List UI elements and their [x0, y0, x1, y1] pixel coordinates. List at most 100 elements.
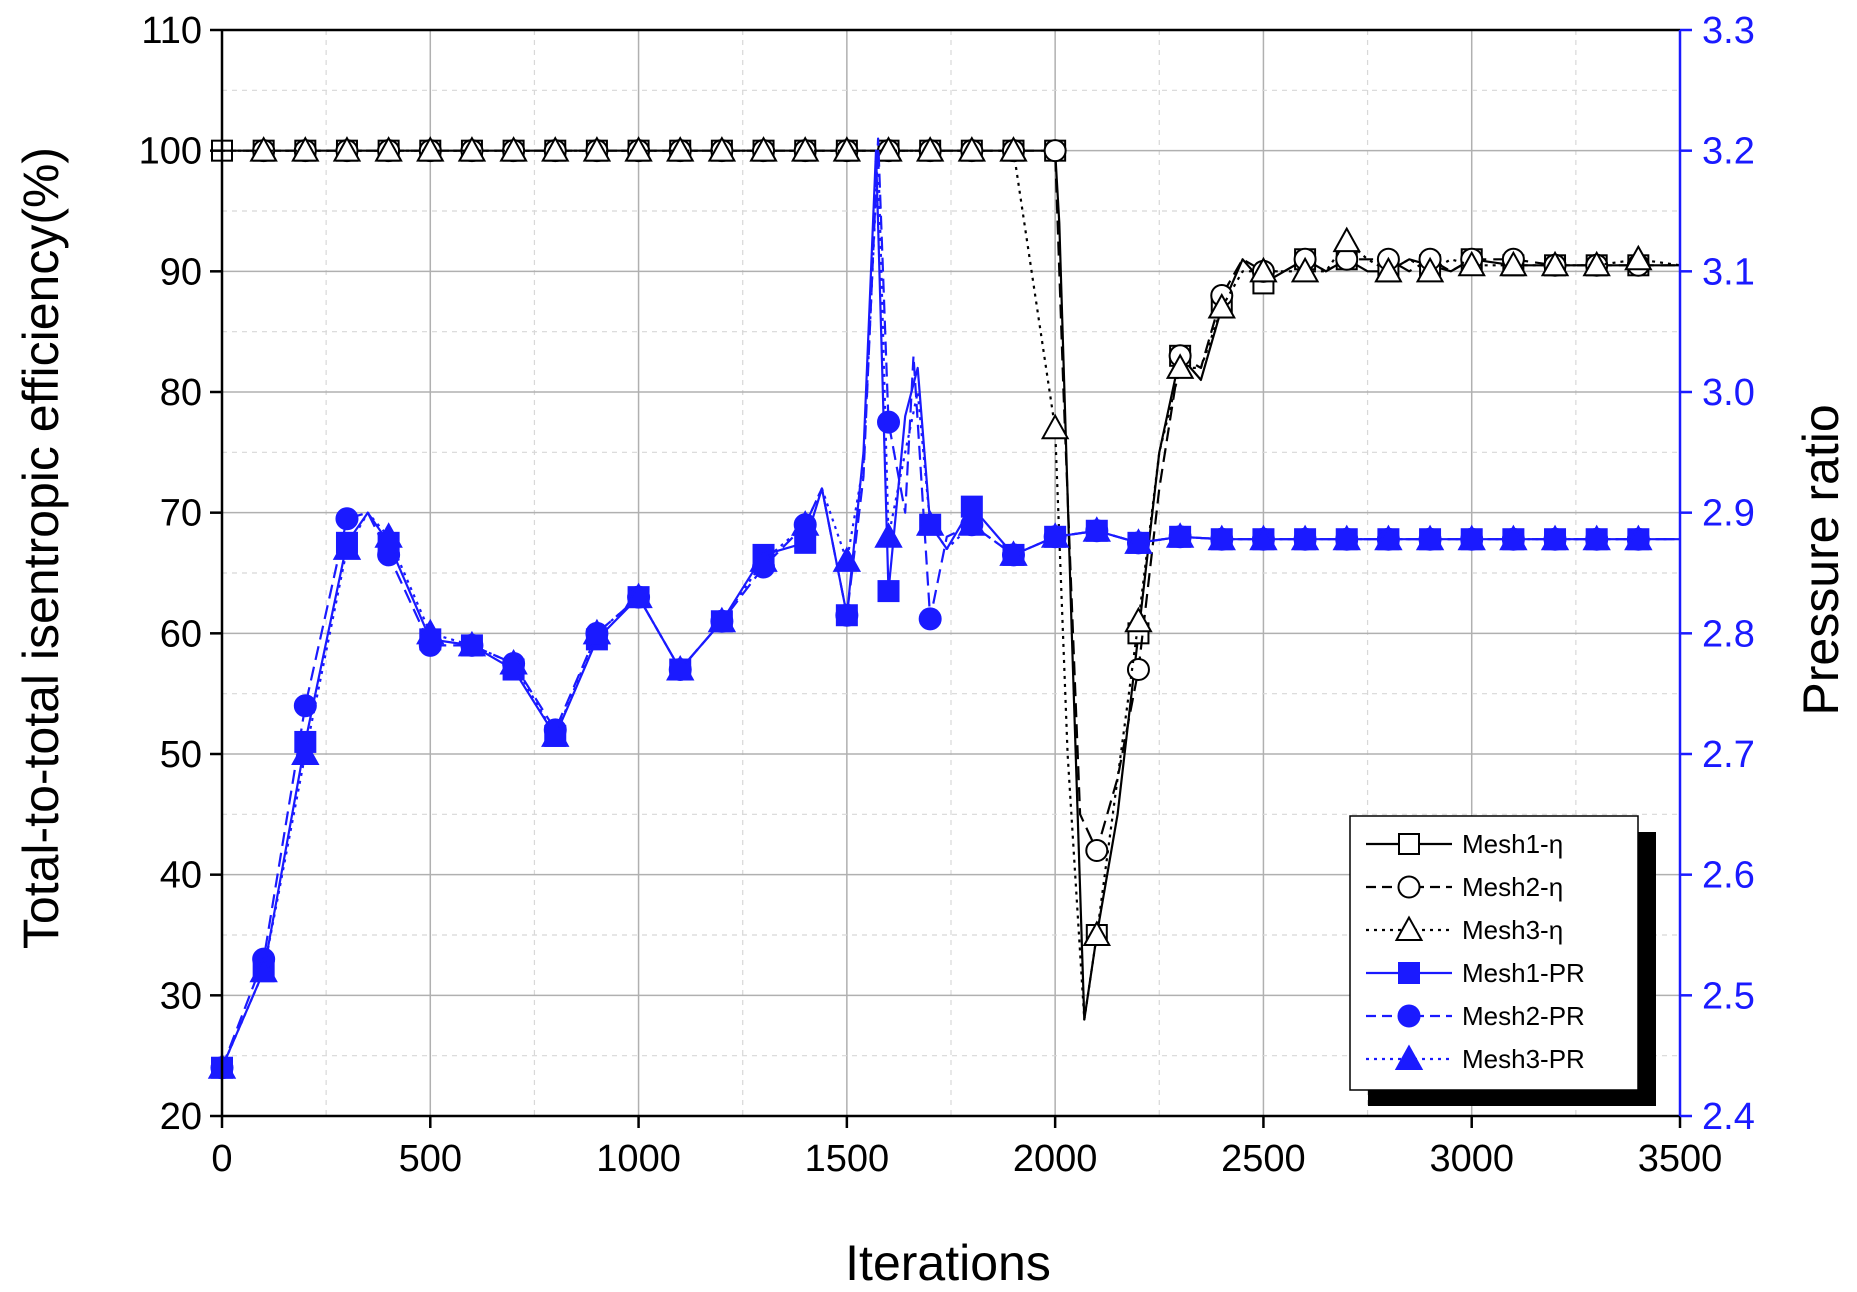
legend-box — [1349, 815, 1639, 1091]
data-point — [877, 410, 901, 434]
legend-marker — [1398, 833, 1420, 855]
data-point — [1249, 524, 1278, 551]
data-point — [707, 136, 737, 162]
data-point — [999, 540, 1028, 566]
data-point — [1207, 292, 1236, 319]
x-tick-label: 1500 — [805, 1138, 890, 1180]
x-tick-label: 2500 — [1221, 1138, 1306, 1180]
data-point — [624, 582, 653, 609]
data-point — [915, 510, 945, 536]
y-tick-label-right: 2.4 — [1702, 1096, 1755, 1138]
data-point — [291, 136, 320, 162]
legend-marker — [1398, 962, 1420, 984]
data-point — [999, 136, 1028, 162]
y-tick-label-left: 80 — [160, 372, 202, 414]
series-layer — [207, 136, 1681, 1080]
data-point — [915, 136, 945, 162]
data-point — [749, 136, 778, 162]
x-tick-label: 3000 — [1429, 1138, 1514, 1180]
x-tick-label: 3500 — [1638, 1138, 1723, 1180]
data-point — [1082, 920, 1111, 946]
y-tick-label-left: 30 — [160, 975, 202, 1017]
data-point — [335, 507, 359, 531]
data-point — [1124, 528, 1153, 554]
legend-label: Mesh3-η — [1462, 915, 1563, 945]
data-point — [1249, 256, 1278, 283]
data-point — [1499, 250, 1528, 277]
data-point — [1290, 256, 1320, 283]
data-point — [749, 546, 778, 572]
data-point — [374, 522, 403, 548]
y-tick-label-right: 2.8 — [1702, 613, 1755, 655]
data-point — [1332, 524, 1361, 551]
legend-marker — [1394, 915, 1424, 941]
data-point — [499, 136, 528, 162]
legend-label: Mesh2-η — [1462, 872, 1563, 902]
data-point — [1582, 250, 1611, 277]
series-line — [220, 149, 1680, 1069]
data-point — [835, 603, 859, 627]
x-tick-label: 0 — [211, 1138, 232, 1180]
data-point — [957, 510, 987, 536]
axes-layer — [220, 28, 1682, 1118]
data-point — [1165, 522, 1195, 548]
legend-marker — [1394, 1044, 1424, 1070]
y-tick-label-right: 3.0 — [1702, 372, 1755, 414]
data-point — [249, 956, 278, 983]
ticks-layer: 0 500 1000 1500 2000 2500 3000 3500 20 30 40 50 60 70… — [139, 10, 1755, 1180]
data-point — [1415, 524, 1445, 551]
y-tick-label-left: 70 — [160, 493, 202, 535]
data-point — [1040, 413, 1070, 440]
data-point — [1207, 524, 1236, 551]
data-point — [957, 136, 987, 162]
data-point — [416, 618, 445, 645]
data-point — [1165, 353, 1195, 379]
right-axis-title: Pressure ratio — [1793, 404, 1849, 715]
data-point — [541, 136, 570, 162]
data-point — [249, 136, 278, 162]
data-point — [1624, 244, 1653, 271]
x-tick-label: 1000 — [596, 1138, 681, 1180]
data-point — [582, 136, 612, 162]
data-point — [1499, 524, 1528, 551]
data-point — [291, 739, 320, 765]
data-point — [1374, 524, 1403, 551]
data-point — [374, 136, 403, 162]
data-point — [499, 648, 528, 675]
y-tick-label-right: 2.9 — [1702, 493, 1755, 535]
data-point — [1582, 524, 1611, 551]
data-point — [1126, 658, 1150, 682]
data-point — [457, 630, 487, 657]
x-axis-title: Iterations — [845, 1235, 1051, 1291]
y-tick-label-left: 50 — [160, 734, 202, 776]
y-tick-label-left: 110 — [141, 10, 202, 52]
data-point — [707, 606, 737, 633]
data-point — [582, 618, 612, 645]
y-tick-label-right: 2.5 — [1702, 975, 1755, 1017]
data-point — [877, 580, 900, 603]
data-point — [541, 721, 570, 747]
data-point — [1457, 250, 1486, 277]
data-point — [332, 534, 362, 560]
data-point — [1124, 606, 1153, 633]
legend: Mesh1-η Mesh2-η Mesh3-η Mesh1-PR Mesh2-PR Mes… — [1349, 815, 1656, 1106]
legend-marker — [1397, 875, 1421, 899]
data-point — [832, 136, 862, 162]
legend-label: Mesh1-η — [1462, 829, 1563, 859]
data-point — [874, 136, 903, 162]
x-tick-label: 2000 — [1013, 1138, 1098, 1180]
series-Mesh3-PR — [207, 149, 1680, 1079]
legend-label: Mesh3-PR — [1462, 1044, 1585, 1074]
data-point — [874, 522, 903, 548]
y-tick-label-left: 40 — [160, 855, 202, 897]
left-axis-title: Total-to-total isentropic efficiency(%) — [13, 147, 69, 949]
y-tick-label-right: 2.7 — [1702, 734, 1755, 776]
data-point — [1290, 524, 1320, 551]
data-point — [1043, 139, 1067, 163]
y-tick-label-left: 20 — [160, 1096, 202, 1138]
y-tick-label-right: 3.3 — [1702, 10, 1755, 52]
data-point — [457, 136, 487, 162]
legend-label: Mesh1-PR — [1462, 958, 1585, 988]
data-point — [832, 546, 862, 572]
